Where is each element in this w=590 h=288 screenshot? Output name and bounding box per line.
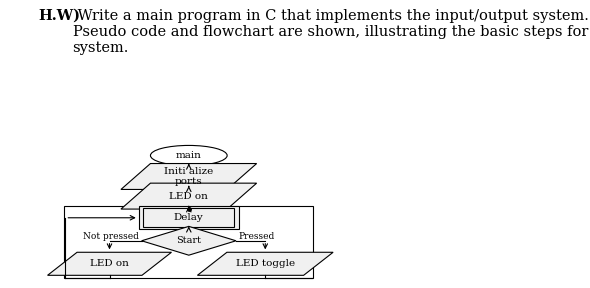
Polygon shape bbox=[121, 183, 257, 209]
Polygon shape bbox=[198, 252, 333, 275]
Bar bbox=[139, 206, 239, 229]
Text: Write a main program in C that implements the input/output system.
Pseudo code a: Write a main program in C that implement… bbox=[73, 9, 590, 55]
Polygon shape bbox=[121, 164, 257, 190]
Bar bbox=[64, 206, 313, 278]
Text: main: main bbox=[176, 151, 202, 160]
Text: H.W): H.W) bbox=[38, 9, 80, 23]
Polygon shape bbox=[142, 226, 236, 255]
Text: Initi alize
ports: Initi alize ports bbox=[164, 167, 214, 186]
Text: LED on: LED on bbox=[169, 192, 208, 201]
Text: Pressed: Pressed bbox=[239, 232, 275, 241]
Text: Start: Start bbox=[176, 236, 201, 245]
Bar bbox=[143, 208, 234, 227]
Polygon shape bbox=[48, 252, 172, 275]
Text: LED toggle: LED toggle bbox=[235, 259, 295, 268]
Text: LED on: LED on bbox=[90, 259, 129, 268]
Text: Delay: Delay bbox=[174, 213, 204, 222]
Text: Not pressed: Not pressed bbox=[83, 232, 139, 241]
